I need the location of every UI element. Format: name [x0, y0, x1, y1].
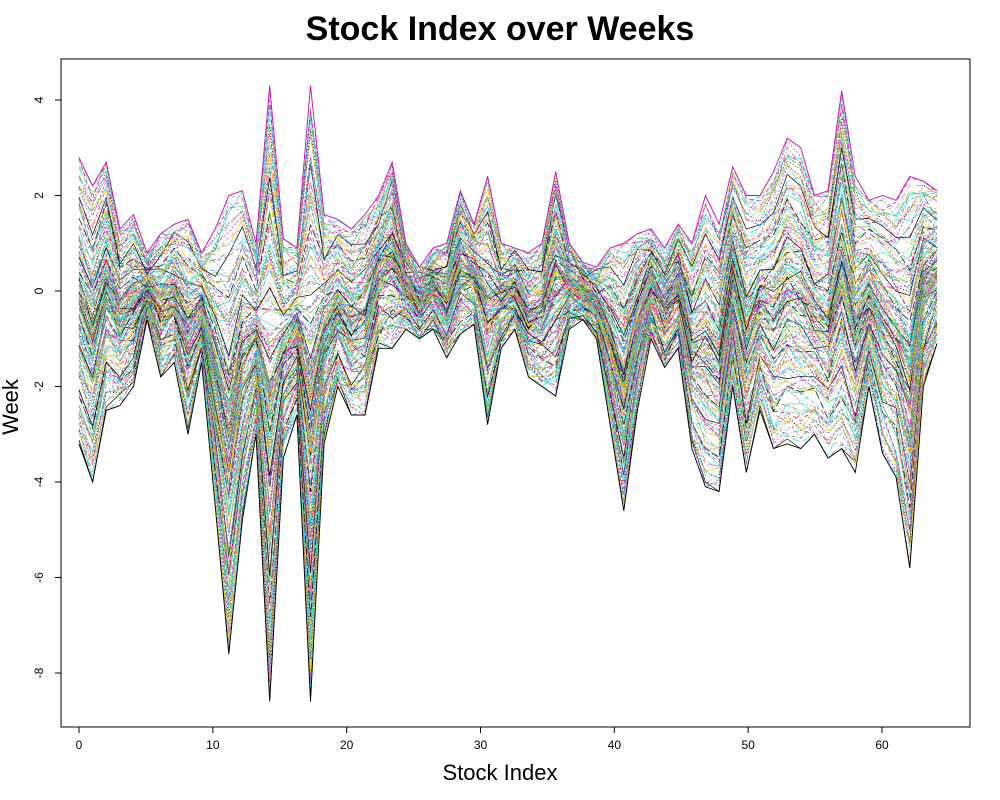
series-line	[78, 259, 938, 418]
y-tick-label: -6	[32, 572, 46, 583]
x-tick-label: 0	[76, 738, 83, 752]
series-line	[78, 147, 938, 286]
series-line	[78, 249, 938, 410]
series-line	[78, 240, 938, 401]
series-line	[78, 133, 938, 287]
x-axis-label: Stock Index	[442, 760, 558, 785]
series-line	[78, 100, 938, 280]
series-line	[78, 298, 938, 563]
series-line	[78, 110, 938, 282]
x-tick-label: 20	[340, 738, 354, 752]
series-line	[78, 315, 938, 666]
series-line	[78, 212, 938, 372]
series-line	[78, 303, 938, 583]
series-line	[78, 225, 938, 377]
series-line	[78, 288, 938, 552]
y-tick-label: 2	[32, 192, 46, 199]
y-tick-label: -8	[32, 667, 46, 678]
series-line	[78, 302, 938, 636]
y-tick-label: 4	[32, 96, 46, 103]
series-line	[78, 251, 938, 445]
series-line	[78, 201, 938, 322]
series-line	[78, 191, 938, 322]
series-line-upper	[78, 85, 938, 268]
series-line	[78, 298, 938, 552]
series-line	[78, 262, 938, 447]
series-line	[78, 91, 938, 280]
series-line	[78, 247, 938, 416]
series-line	[78, 292, 938, 554]
series-line	[78, 244, 938, 393]
series-line	[78, 286, 938, 541]
series-line	[78, 128, 938, 285]
series-line	[78, 225, 938, 382]
series-line	[78, 307, 938, 686]
series-line	[78, 155, 938, 299]
series-line	[78, 264, 938, 427]
series-layer	[78, 85, 938, 702]
series-line	[78, 264, 938, 478]
chart-title: Stock Index over Weeks	[305, 10, 695, 48]
series-line	[78, 206, 938, 342]
series-line	[78, 97, 938, 279]
series-line	[78, 161, 938, 302]
series-line	[78, 223, 938, 359]
series-line	[78, 176, 938, 324]
y-tick-label: -4	[32, 476, 46, 487]
series-line	[78, 232, 938, 405]
series-line	[78, 103, 938, 282]
series-line	[78, 276, 938, 464]
series-line	[78, 210, 938, 350]
y-tick-label: 0	[32, 287, 46, 294]
series-line	[78, 145, 938, 300]
series-line	[78, 163, 938, 310]
series-line	[78, 259, 938, 414]
y-tick-label: -2	[32, 381, 46, 392]
series-line	[78, 281, 938, 479]
series-line	[78, 295, 938, 589]
series-line	[78, 198, 938, 337]
series-line	[78, 300, 938, 625]
x-tick-label: 40	[608, 738, 622, 752]
series-line	[78, 250, 938, 404]
series-line	[78, 254, 938, 451]
series-line	[78, 256, 938, 416]
series-line	[78, 285, 938, 509]
series-line	[78, 291, 938, 536]
x-tick-label: 30	[474, 738, 488, 752]
x-tick-label: 10	[206, 738, 220, 752]
series-line	[78, 193, 938, 320]
series-line	[78, 149, 938, 294]
series-line	[78, 254, 938, 447]
series-line	[78, 211, 938, 334]
series-line	[78, 298, 938, 589]
series-line	[78, 267, 938, 450]
series-line	[78, 240, 938, 409]
series-line	[78, 165, 938, 308]
series-line	[78, 254, 938, 431]
series-line	[78, 227, 938, 372]
series-line	[78, 268, 938, 466]
series-line	[78, 285, 938, 495]
series-line	[78, 163, 938, 308]
x-tick-label: 60	[875, 738, 889, 752]
series-line	[78, 230, 938, 374]
series-line	[78, 260, 938, 460]
series-line	[78, 296, 938, 600]
series-line	[78, 140, 938, 289]
series-line	[78, 251, 938, 413]
x-tick-label: 50	[741, 738, 755, 752]
series-line-lower	[78, 318, 938, 702]
series-line	[78, 171, 938, 310]
series-line	[78, 278, 938, 523]
series-line	[78, 136, 938, 278]
series-line	[78, 304, 938, 651]
